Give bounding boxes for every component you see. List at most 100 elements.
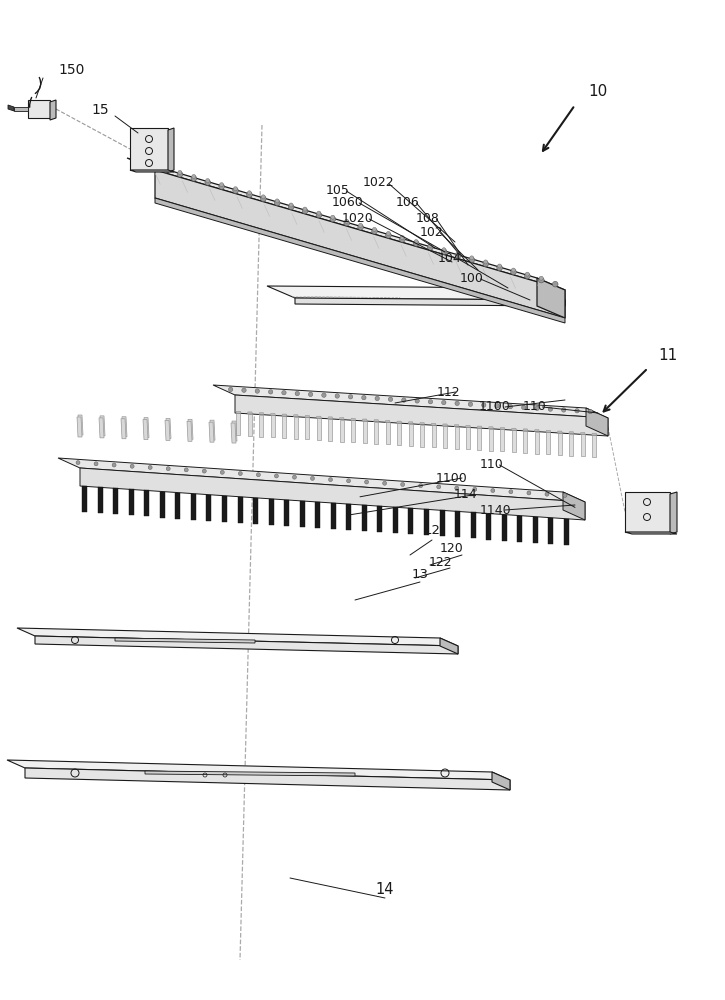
Polygon shape: [210, 420, 215, 440]
Circle shape: [481, 403, 486, 407]
Polygon shape: [248, 414, 252, 436]
Polygon shape: [581, 434, 585, 456]
Circle shape: [386, 231, 390, 235]
Circle shape: [316, 212, 322, 218]
Circle shape: [228, 387, 233, 392]
Polygon shape: [670, 492, 677, 534]
Polygon shape: [486, 514, 491, 540]
Circle shape: [362, 395, 366, 400]
Circle shape: [510, 269, 516, 275]
Polygon shape: [548, 518, 553, 544]
Text: 105: 105: [326, 184, 350, 196]
Polygon shape: [284, 500, 289, 526]
Circle shape: [455, 253, 460, 259]
Text: 10: 10: [589, 85, 608, 100]
Polygon shape: [188, 419, 193, 439]
Circle shape: [470, 256, 473, 260]
Polygon shape: [420, 425, 424, 447]
Circle shape: [427, 245, 433, 250]
Circle shape: [289, 204, 294, 210]
Polygon shape: [351, 418, 356, 420]
Polygon shape: [35, 636, 458, 654]
Circle shape: [539, 276, 543, 280]
Polygon shape: [331, 503, 336, 529]
Polygon shape: [316, 416, 321, 418]
Polygon shape: [362, 505, 367, 531]
Circle shape: [413, 241, 419, 246]
Circle shape: [359, 223, 362, 227]
Text: 110: 110: [480, 458, 504, 472]
Circle shape: [166, 467, 170, 471]
Polygon shape: [236, 413, 241, 435]
Circle shape: [561, 408, 566, 412]
Polygon shape: [397, 421, 402, 423]
Circle shape: [275, 200, 280, 206]
Polygon shape: [378, 506, 382, 532]
Circle shape: [491, 489, 495, 493]
Polygon shape: [143, 420, 148, 440]
Circle shape: [419, 484, 423, 488]
Circle shape: [525, 273, 530, 279]
Polygon shape: [339, 418, 344, 420]
Circle shape: [220, 183, 223, 187]
Circle shape: [575, 409, 579, 413]
Circle shape: [260, 196, 266, 202]
Circle shape: [415, 399, 419, 403]
Circle shape: [442, 400, 446, 405]
Circle shape: [241, 388, 247, 392]
Polygon shape: [282, 414, 287, 416]
Circle shape: [295, 391, 299, 396]
Polygon shape: [592, 435, 596, 457]
Polygon shape: [409, 424, 413, 446]
Polygon shape: [305, 417, 310, 439]
Polygon shape: [478, 428, 481, 450]
Circle shape: [495, 404, 500, 408]
Circle shape: [402, 398, 406, 402]
Polygon shape: [82, 486, 87, 512]
Polygon shape: [160, 492, 165, 518]
Circle shape: [400, 236, 405, 240]
Circle shape: [289, 203, 293, 207]
Polygon shape: [78, 415, 83, 435]
Circle shape: [178, 170, 182, 174]
Polygon shape: [440, 638, 458, 654]
Circle shape: [192, 174, 196, 178]
Circle shape: [508, 404, 513, 409]
Polygon shape: [28, 100, 50, 118]
Circle shape: [526, 272, 529, 276]
Text: 1140: 1140: [479, 504, 511, 516]
Circle shape: [436, 485, 441, 489]
Circle shape: [372, 229, 377, 234]
Circle shape: [247, 192, 252, 197]
Polygon shape: [471, 512, 476, 538]
Circle shape: [261, 195, 265, 199]
Circle shape: [233, 187, 238, 191]
Polygon shape: [294, 417, 298, 439]
Polygon shape: [385, 420, 390, 422]
Polygon shape: [517, 516, 522, 542]
Text: 13: 13: [412, 568, 428, 582]
Polygon shape: [569, 432, 573, 434]
Polygon shape: [492, 772, 510, 790]
Polygon shape: [625, 532, 677, 534]
Polygon shape: [347, 504, 352, 530]
Polygon shape: [155, 198, 565, 323]
Polygon shape: [14, 107, 28, 111]
Polygon shape: [165, 420, 170, 440]
Circle shape: [274, 474, 278, 478]
Circle shape: [456, 252, 460, 256]
Polygon shape: [564, 519, 569, 545]
Polygon shape: [213, 385, 608, 418]
Polygon shape: [25, 768, 510, 790]
Circle shape: [310, 476, 315, 480]
Circle shape: [322, 393, 326, 397]
Text: 1100: 1100: [479, 400, 511, 414]
Polygon shape: [455, 427, 458, 449]
Polygon shape: [420, 423, 425, 425]
Polygon shape: [315, 502, 320, 528]
Polygon shape: [166, 418, 171, 438]
Circle shape: [539, 277, 544, 283]
Polygon shape: [231, 423, 236, 443]
Circle shape: [401, 482, 405, 486]
Polygon shape: [374, 422, 378, 444]
